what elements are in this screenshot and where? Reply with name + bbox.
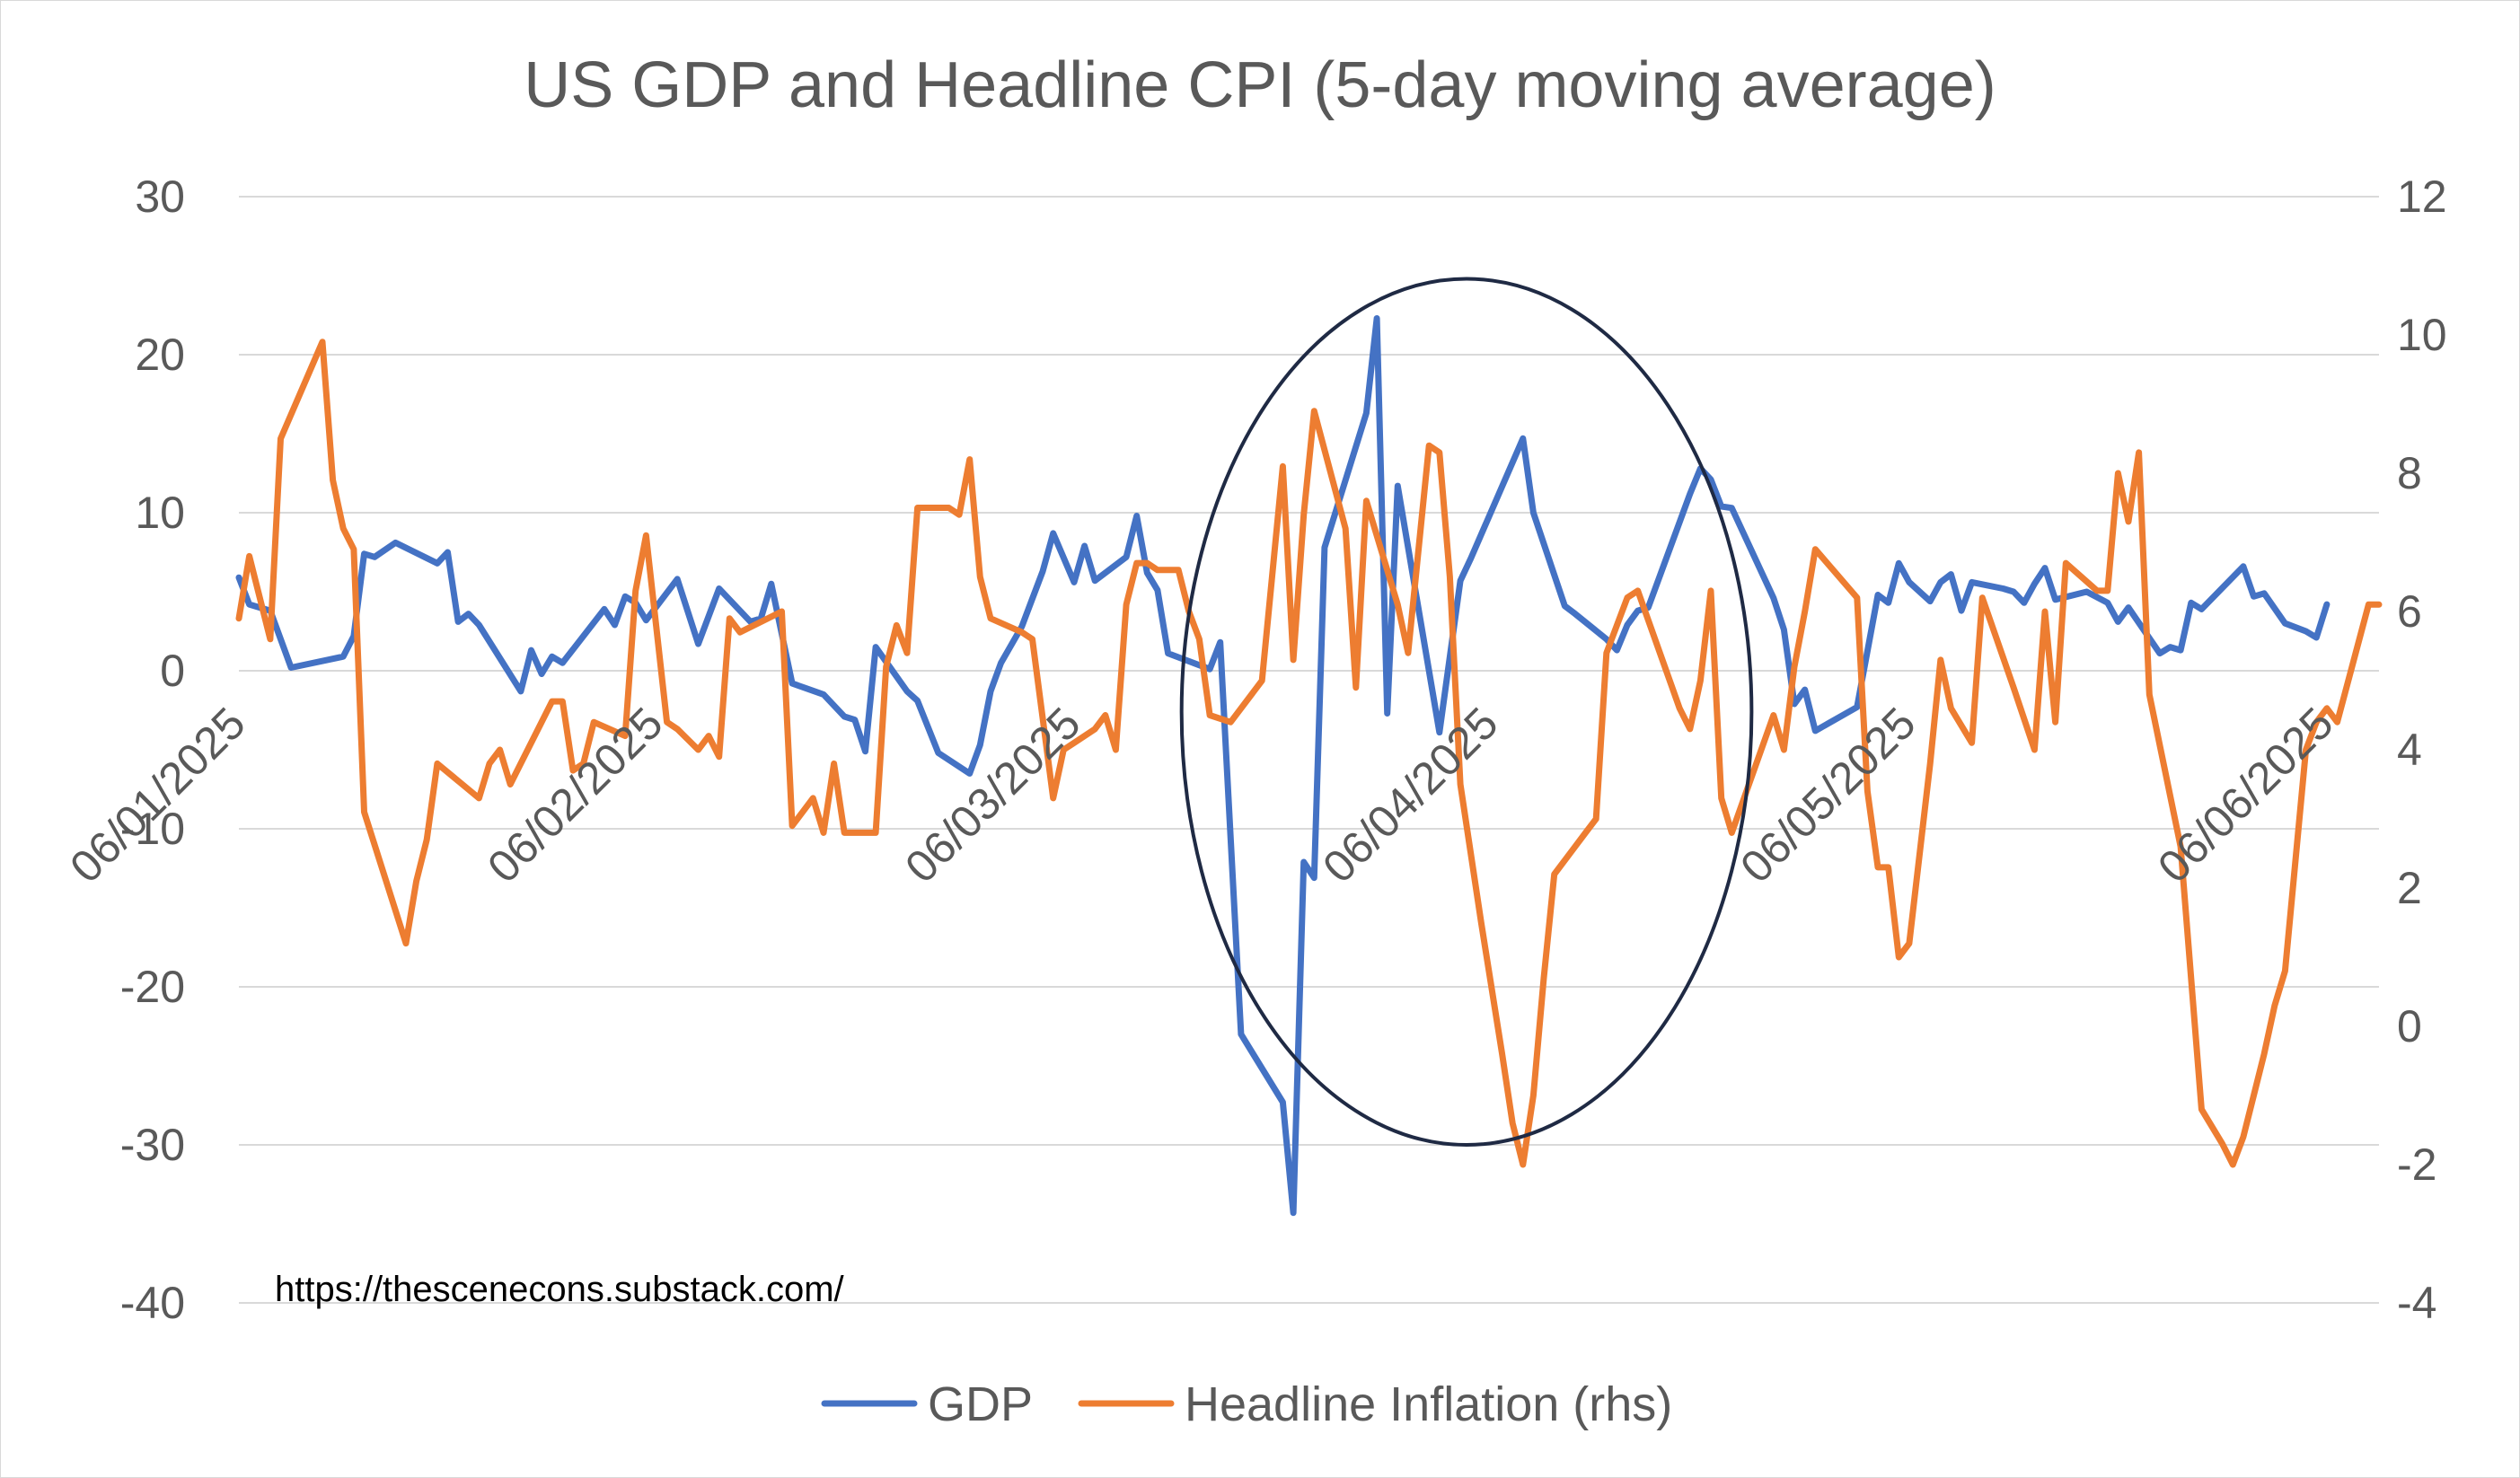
right-tick-label: 8	[2397, 448, 2422, 498]
legend-label: GDP	[928, 1377, 1033, 1431]
right-tick-label: 10	[2397, 310, 2447, 360]
right-tick-label: -2	[2397, 1139, 2436, 1190]
left-tick-label: 20	[135, 330, 185, 380]
legend-label: Headline Inflation (rhs)	[1185, 1377, 1672, 1431]
left-tick-label: -30	[120, 1120, 185, 1170]
right-tick-label: -4	[2397, 1278, 2436, 1328]
x-tick-label: 06/06/2025	[2148, 698, 2343, 893]
gridlines	[239, 196, 2379, 1304]
right-tick-label: 4	[2397, 725, 2422, 775]
right-axis-ticks: -4 -2 0 2 4 6 8 10 12	[2397, 172, 2447, 1328]
right-tick-label: 2	[2397, 863, 2422, 913]
right-tick-label: 0	[2397, 1001, 2422, 1051]
left-tick-label: 10	[135, 488, 185, 538]
left-axis-ticks: -40 -30 -20 -10 0 10 20 30	[120, 172, 185, 1328]
left-tick-label: 0	[160, 646, 185, 696]
series-line-headline-inflation	[235, 339, 2383, 1168]
series-lines	[235, 315, 2383, 1217]
x-tick-label: 06/04/2025	[1313, 698, 1508, 893]
x-tick-label: 06/02/2025	[478, 698, 673, 893]
right-tick-label: 6	[2397, 586, 2422, 637]
source-url: https://thescenecons.substack.com/	[275, 1270, 845, 1309]
series-line-gdp	[235, 315, 2331, 1217]
left-tick-label: -20	[120, 962, 185, 1012]
left-tick-label: -40	[120, 1278, 185, 1328]
x-axis-ticks: 06/01/2025 06/02/2025 06/03/2025 06/04/2025…	[60, 698, 2343, 893]
annotation-layer	[1179, 277, 1754, 1147]
x-tick-label: 06/01/2025	[60, 698, 255, 893]
highlight-ellipse	[1179, 277, 1754, 1147]
left-tick-label: -10	[120, 804, 185, 854]
right-tick-label: 12	[2397, 172, 2447, 222]
left-tick-label: 30	[135, 172, 185, 222]
legend: GDP Headline Inflation (rhs)	[821, 1377, 1672, 1431]
chart-title: US GDP and Headline CPI (5-day moving av…	[524, 49, 1996, 121]
